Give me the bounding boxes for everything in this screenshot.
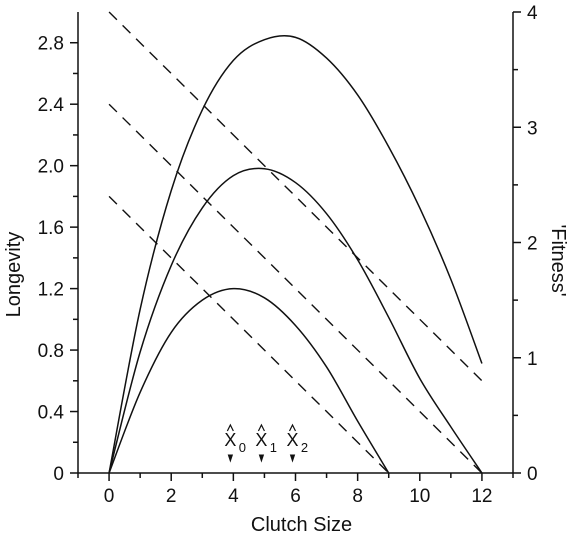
y-right-tick-label: 3 xyxy=(527,118,538,139)
y-left-tick-label: 1.2 xyxy=(38,280,64,301)
y-left-tick-label: 0 xyxy=(53,464,64,485)
arrow-mark xyxy=(227,454,234,463)
y-right-tick-label: 0 xyxy=(527,464,538,485)
marker-label: X xyxy=(255,430,267,450)
y-axis-title-left: Longevity xyxy=(3,232,25,318)
x-tick-label: 8 xyxy=(352,486,363,507)
marker-subscript: 2 xyxy=(301,440,308,455)
y-left-tick-label: 2.8 xyxy=(38,34,64,55)
fitness-curves xyxy=(108,34,483,474)
x-tick-label: 0 xyxy=(104,486,115,507)
x-tick-label: 2 xyxy=(166,486,177,507)
y-right-tick-label: 4 xyxy=(527,3,538,24)
fitness-curve xyxy=(108,167,483,474)
x-tick-label: 4 xyxy=(228,486,239,507)
hat-mark xyxy=(257,423,265,432)
longevity-dashed-line xyxy=(108,103,483,474)
marker-subscript: 0 xyxy=(239,440,246,455)
longevity-dashed-line xyxy=(108,11,483,382)
x-tick-label: 10 xyxy=(409,486,430,507)
y-left-tick-label: 2.4 xyxy=(38,95,65,116)
x-axis-title: Clutch Size xyxy=(251,514,352,534)
marker-label: X xyxy=(224,430,236,450)
y-axis-title-right: 'Fitness' xyxy=(547,224,569,296)
marker-label: X xyxy=(286,430,298,450)
y-left-tick-label: 0.8 xyxy=(38,341,64,362)
y-left-tick-label: 2.0 xyxy=(38,157,64,178)
longevity-dashed-line xyxy=(108,195,390,474)
y-left-tick-label: 0.4 xyxy=(38,403,65,424)
fitness-curve xyxy=(108,287,390,474)
hat-mark xyxy=(288,423,297,432)
hat-mark xyxy=(226,423,234,432)
y-right-tick-label: 1 xyxy=(527,349,538,370)
marker-subscript: 1 xyxy=(270,440,277,455)
y-right-tick-label: 2 xyxy=(527,234,538,255)
longevity-lines xyxy=(108,11,483,474)
fitness-curve xyxy=(108,34,483,474)
x-tick-label: 6 xyxy=(290,486,301,507)
y-left-tick-label: 1.6 xyxy=(38,218,64,239)
arrow-mark xyxy=(258,454,265,463)
x-tick-label: 12 xyxy=(471,486,492,507)
arrow-mark xyxy=(289,454,296,463)
